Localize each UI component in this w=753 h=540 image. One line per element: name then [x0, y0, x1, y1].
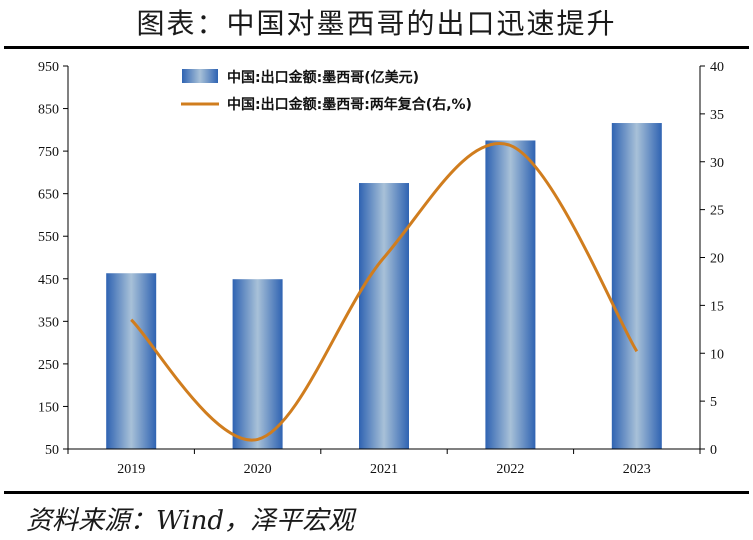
right-tick-label: 25: [710, 204, 724, 219]
x-tick-label: 2023: [623, 462, 651, 477]
bar: [485, 140, 536, 449]
x-tick-label: 2021: [370, 462, 398, 477]
legend-line-label: 中国:出口金额:墨西哥:两年复合(右,%): [227, 96, 472, 113]
left-tick-label: 750: [38, 145, 59, 160]
bar-series: [106, 123, 662, 449]
legend-bar-swatch: [182, 69, 218, 83]
left-tick-label: 250: [38, 358, 59, 373]
left-tick-label: 450: [38, 273, 59, 288]
right-tick-label: 40: [710, 60, 724, 75]
bar: [359, 183, 409, 449]
left-tick-label: 550: [38, 230, 59, 245]
bar: [232, 279, 283, 449]
legend: 中国:出口金额:墨西哥(亿美元) 中国:出口金额:墨西哥:两年复合(右,%): [181, 69, 472, 113]
left-tick-label: 650: [38, 188, 59, 203]
left-tick-label: 150: [38, 400, 59, 415]
left-tick-label: 950: [38, 60, 59, 75]
right-tick-label: 35: [710, 108, 724, 123]
left-tick-label: 350: [38, 315, 59, 330]
right-tick-label: 0: [710, 443, 717, 458]
source-note: 资料来源：Wind，泽平宏观: [26, 506, 354, 536]
right-tick-label: 5: [710, 395, 717, 410]
axes: 50 150 250 350 450 550 650 750 850 950 0 5 10 15 20 25 3…: [38, 60, 724, 477]
x-tick-label: 2020: [244, 462, 272, 477]
source-rule: [4, 491, 749, 494]
right-tick-label: 30: [710, 156, 724, 171]
legend-bar-label: 中国:出口金额:墨西哥(亿美元): [227, 69, 419, 86]
x-tick-label: 2019: [117, 462, 145, 477]
title-rule: [4, 46, 749, 49]
line-series: [130, 142, 639, 442]
right-tick-label: 15: [710, 299, 724, 314]
page-title: 图表：中国对墨西哥的出口迅速提升: [136, 7, 617, 40]
x-tick-label: 2022: [496, 462, 524, 477]
left-tick-label: 50: [45, 443, 59, 458]
bar: [106, 273, 157, 449]
right-tick-label: 20: [710, 252, 724, 267]
left-tick-label: 850: [38, 103, 59, 118]
bar: [611, 123, 662, 449]
right-tick-label: 10: [710, 347, 724, 362]
